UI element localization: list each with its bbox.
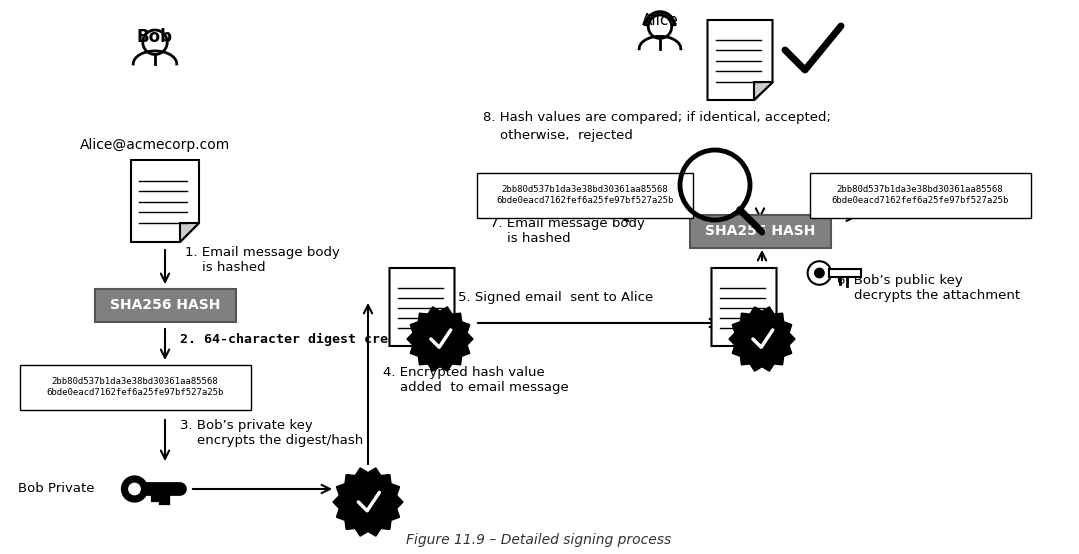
Polygon shape — [754, 82, 773, 100]
Polygon shape — [436, 328, 454, 346]
Text: 5. Signed email  sent to Alice: 5. Signed email sent to Alice — [457, 291, 653, 305]
Circle shape — [738, 315, 786, 363]
Text: 3. Bob’s private key
    encrypts the digest/hash: 3. Bob’s private key encrypts the digest… — [180, 419, 364, 447]
Text: Bob Private: Bob Private — [18, 483, 95, 495]
Polygon shape — [708, 20, 773, 100]
Text: 6. Bob’s public key
    decrypts the attachment: 6. Bob’s public key decrypts the attachm… — [837, 274, 1020, 302]
Polygon shape — [729, 307, 795, 371]
Circle shape — [128, 483, 140, 495]
Text: 2bb80d537b1da3e38bd30361aa85568
6bde0eacd7162fef6a25fe97bf527a25b: 2bb80d537b1da3e38bd30361aa85568 6bde0eac… — [46, 377, 223, 397]
Polygon shape — [333, 468, 402, 536]
Text: 2bb80d537b1da3e38bd30361aa85568
6bde0eacd7162fef6a25fe97bf527a25b: 2bb80d537b1da3e38bd30361aa85568 6bde0eac… — [831, 184, 1009, 206]
Text: Bob: Bob — [137, 28, 173, 46]
Circle shape — [343, 477, 393, 527]
Polygon shape — [830, 269, 861, 277]
Text: Alice: Alice — [642, 13, 679, 28]
Circle shape — [815, 268, 824, 278]
Circle shape — [808, 261, 831, 285]
Text: 2bb80d537b1da3e38bd30361aa85568
6bde0eacd7162fef6a25fe97bf527a25b: 2bb80d537b1da3e38bd30361aa85568 6bde0eac… — [496, 184, 673, 206]
Polygon shape — [407, 307, 473, 371]
FancyBboxPatch shape — [477, 172, 693, 218]
Polygon shape — [180, 223, 199, 242]
Polygon shape — [711, 268, 777, 346]
Polygon shape — [131, 160, 199, 242]
Circle shape — [122, 476, 147, 501]
Text: SHA256 HASH: SHA256 HASH — [705, 224, 816, 238]
Polygon shape — [759, 328, 777, 346]
FancyBboxPatch shape — [95, 289, 235, 321]
Text: Alice@acmecorp.com: Alice@acmecorp.com — [80, 138, 230, 152]
Text: 8. Hash values are compared; if identical, accepted;
    otherwise,  rejected: 8. Hash values are compared; if identica… — [483, 111, 831, 142]
Text: 2. 64-character digest created: 2. 64-character digest created — [180, 332, 420, 346]
Text: SHA256 HASH: SHA256 HASH — [110, 298, 220, 312]
FancyBboxPatch shape — [689, 214, 831, 248]
Circle shape — [416, 315, 464, 363]
Text: Figure 11.9 – Detailed signing process: Figure 11.9 – Detailed signing process — [407, 533, 671, 547]
FancyBboxPatch shape — [19, 365, 250, 409]
Text: 7. Email message body
    is hashed: 7. Email message body is hashed — [490, 217, 645, 245]
Text: 4. Encrypted hash value
    added  to email message: 4. Encrypted hash value added to email m… — [383, 366, 569, 394]
Text: 1. Email message body
    is hashed: 1. Email message body is hashed — [185, 246, 340, 274]
Polygon shape — [390, 268, 454, 346]
FancyBboxPatch shape — [809, 172, 1030, 218]
